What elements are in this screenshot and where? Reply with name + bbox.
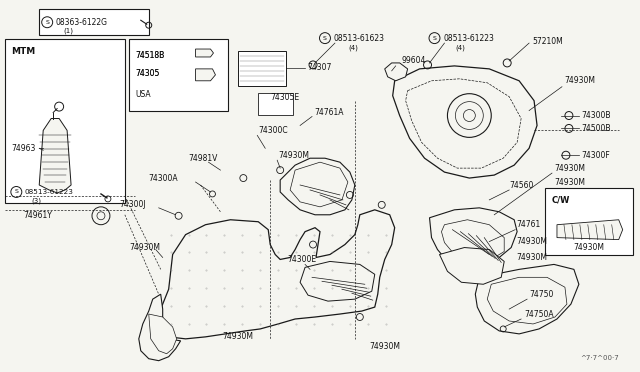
Bar: [129, 39, 228, 110]
Text: 74930M: 74930M: [554, 164, 585, 173]
Polygon shape: [476, 264, 579, 334]
Polygon shape: [39, 119, 71, 193]
Text: 74930M: 74930M: [564, 76, 595, 85]
Text: 74560: 74560: [509, 180, 534, 189]
Text: 99604: 99604: [402, 57, 426, 65]
Text: 74300F: 74300F: [581, 151, 610, 160]
Bar: [39, 9, 148, 35]
Text: 74305: 74305: [136, 69, 160, 78]
Bar: [545, 188, 632, 256]
Text: 74981V: 74981V: [189, 154, 218, 163]
Text: 74300C: 74300C: [259, 126, 288, 135]
Text: 74930M: 74930M: [516, 237, 547, 246]
Text: 74961Y: 74961Y: [23, 211, 52, 220]
Text: (4): (4): [456, 45, 465, 51]
Text: S: S: [45, 20, 49, 25]
Polygon shape: [290, 162, 348, 207]
Text: 74750: 74750: [529, 290, 554, 299]
Polygon shape: [161, 210, 395, 339]
Text: S: S: [323, 36, 327, 41]
Text: 74930M: 74930M: [278, 151, 309, 160]
Polygon shape: [440, 247, 504, 284]
Text: 08513-61223: 08513-61223: [24, 189, 73, 195]
Polygon shape: [557, 220, 623, 240]
Polygon shape: [280, 158, 355, 215]
Text: 74500B: 74500B: [581, 124, 611, 133]
Text: 74518B: 74518B: [136, 51, 165, 61]
Text: 08363-6122G: 08363-6122G: [55, 18, 107, 27]
Text: 74300E: 74300E: [287, 255, 316, 264]
Text: 57210M: 57210M: [532, 36, 563, 46]
Text: 74930M: 74930M: [516, 253, 547, 262]
Text: USA: USA: [136, 90, 152, 99]
Bar: [5, 39, 125, 203]
Text: 74300B: 74300B: [581, 111, 611, 120]
Polygon shape: [139, 294, 180, 361]
Polygon shape: [300, 262, 375, 301]
Polygon shape: [385, 63, 408, 81]
Polygon shape: [406, 79, 521, 168]
Text: MTM: MTM: [12, 46, 36, 55]
Bar: [259, 93, 293, 115]
Polygon shape: [429, 208, 517, 269]
Polygon shape: [393, 66, 537, 178]
Text: 08513-61223: 08513-61223: [444, 33, 494, 43]
Polygon shape: [487, 277, 567, 324]
Text: 08513-61623: 08513-61623: [334, 33, 385, 43]
Text: 74305: 74305: [136, 69, 160, 78]
Text: 74761A: 74761A: [314, 108, 344, 117]
Text: ^7·7^00·7: ^7·7^00·7: [580, 355, 619, 361]
Text: (3): (3): [31, 198, 41, 204]
Text: 74930M: 74930M: [223, 332, 253, 341]
Text: C/W: C/W: [552, 195, 570, 204]
Text: 74930M: 74930M: [370, 342, 401, 351]
Text: 74930M: 74930M: [573, 243, 604, 252]
Polygon shape: [148, 314, 177, 354]
Text: 74761: 74761: [516, 220, 540, 229]
Text: S: S: [433, 36, 436, 41]
Text: 74750A: 74750A: [524, 310, 554, 318]
Bar: [238, 51, 286, 86]
Text: (1): (1): [63, 28, 73, 35]
Polygon shape: [196, 69, 216, 81]
Text: 74518B: 74518B: [136, 51, 165, 61]
Text: 74930M: 74930M: [554, 177, 585, 186]
Text: 74305E: 74305E: [270, 93, 300, 102]
Text: 74930M: 74930M: [129, 243, 160, 252]
Text: S: S: [14, 189, 19, 195]
Text: (4): (4): [348, 45, 358, 51]
Polygon shape: [196, 49, 214, 57]
Text: 74300J: 74300J: [119, 201, 145, 209]
Text: 74307: 74307: [307, 63, 332, 73]
Polygon shape: [442, 220, 504, 262]
Text: 74963: 74963: [12, 144, 36, 153]
Text: 74300A: 74300A: [148, 174, 179, 183]
